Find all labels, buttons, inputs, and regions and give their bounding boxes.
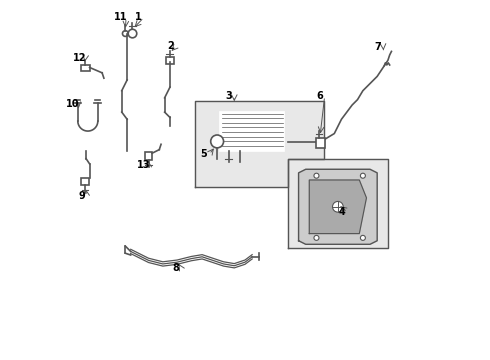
Text: 6: 6 — [316, 91, 323, 101]
Text: 5: 5 — [200, 149, 207, 159]
Polygon shape — [195, 102, 323, 187]
Text: 10: 10 — [66, 99, 79, 109]
Text: 9: 9 — [78, 191, 85, 201]
Bar — [81, 178, 89, 185]
Text: 11: 11 — [114, 13, 127, 22]
Circle shape — [360, 235, 366, 240]
Bar — [81, 64, 90, 71]
Bar — [145, 153, 152, 160]
Polygon shape — [298, 169, 377, 244]
Polygon shape — [309, 180, 367, 234]
Circle shape — [314, 173, 319, 178]
Text: 4: 4 — [339, 207, 345, 217]
Text: 7: 7 — [374, 42, 381, 52]
Text: 1: 1 — [135, 13, 142, 22]
Circle shape — [333, 202, 343, 212]
Circle shape — [360, 173, 366, 178]
Circle shape — [314, 235, 319, 240]
Text: 12: 12 — [73, 53, 87, 63]
Text: 2: 2 — [167, 41, 174, 51]
Bar — [166, 58, 173, 64]
Text: 3: 3 — [225, 91, 232, 101]
Text: 8: 8 — [172, 262, 179, 273]
Polygon shape — [288, 158, 388, 248]
Bar — [317, 138, 325, 148]
Bar — [220, 112, 284, 152]
Text: 13: 13 — [136, 160, 150, 170]
Circle shape — [211, 135, 223, 148]
